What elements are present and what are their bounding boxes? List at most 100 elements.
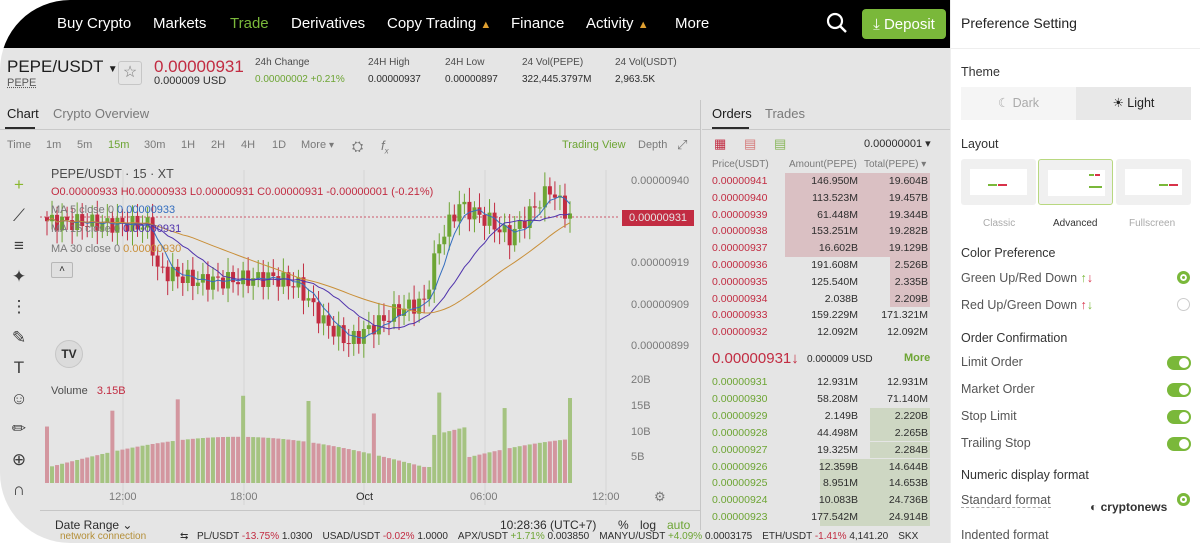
ruler-icon[interactable]: ✏ — [11, 419, 27, 438]
order-conf-toggle-limit-order[interactable] — [1167, 356, 1191, 370]
bid-row[interactable]: 0.00000923 177.542M 24.914B — [710, 509, 930, 526]
nav-buy-crypto[interactable]: Buy Crypto — [57, 15, 132, 32]
interval-4h[interactable]: 4H — [241, 139, 256, 151]
tab-orders[interactable]: Orders — [712, 106, 752, 121]
magnet-icon[interactable]: ∩ — [12, 480, 26, 499]
footer-ticker-item[interactable]: APX/USDT +1.71% 0.003850 — [458, 531, 589, 542]
green-up-radio[interactable] — [1177, 271, 1190, 284]
ask-row[interactable]: 0.00000939 61.448M 19.344B — [710, 206, 930, 224]
precision-select[interactable]: 0.00000001 ▾ — [864, 138, 931, 150]
trendline-icon[interactable]: ⟋ — [13, 205, 25, 225]
footer-ticker-item[interactable]: SKX — [898, 531, 918, 542]
ask-row[interactable]: 0.00000935 125.540M 2.335B — [710, 273, 930, 291]
horizontal-lines-icon[interactable]: ≡ — [14, 236, 24, 255]
brush-icon[interactable]: ✎ — [11, 327, 27, 347]
bid-row[interactable]: 0.00000930 58.208M 71.140M — [710, 391, 930, 408]
green-up-option[interactable]: Green Up/Red Down ↑↓ — [961, 271, 1093, 285]
footer-ticker-item[interactable]: MANYU/USDT +4.09% 0.0003175 — [599, 531, 752, 542]
interval-time[interactable]: Time — [7, 139, 32, 151]
bid-row[interactable]: 0.00000925 8.951M 14.653B — [710, 475, 930, 493]
footer-ticker-item[interactable]: ETH/USDT -1.41% 4,141.20 — [762, 531, 888, 542]
swap-icon[interactable]: ⇆ — [180, 531, 189, 542]
standard-format-radio[interactable] — [1177, 493, 1190, 506]
depth-button[interactable]: Depth — [638, 139, 668, 151]
deposit-button[interactable]: ⤓ Deposit — [862, 9, 946, 39]
tradingview-logo[interactable]: TV — [55, 340, 83, 368]
log-toggle[interactable]: log — [640, 518, 657, 532]
crosshair-icon[interactable]: + — [14, 175, 24, 194]
ask-row[interactable]: 0.00000940 113.523M 19.457B — [710, 189, 930, 207]
ask-row[interactable]: 0.00000934 2.038B 2.209B — [710, 290, 930, 308]
col-total[interactable]: Total(PEPE) ▾ — [864, 159, 927, 170]
bid-row[interactable]: 0.00000929 2.149B 2.220B — [710, 407, 930, 425]
nav-markets[interactable]: Markets — [153, 15, 207, 32]
layout-fullscreen-option[interactable] — [1116, 159, 1191, 205]
layout-advanced-option[interactable] — [1038, 159, 1113, 205]
nav-finance[interactable]: Finance — [511, 15, 565, 32]
nav-activity[interactable]: Activity ▲ — [586, 15, 649, 32]
red-up-option[interactable]: Red Up/Green Down ↑↓ — [961, 298, 1093, 312]
order-conf-toggle-market-order[interactable] — [1167, 383, 1191, 397]
interval-5m[interactable]: 5m — [77, 139, 93, 151]
ask-row[interactable]: 0.00000933 159.229M 171.321M — [710, 307, 930, 324]
settings-icon[interactable]: ⛭ — [352, 138, 364, 154]
both-sides-view-icon[interactable]: ▦ — [714, 136, 727, 151]
emoji-icon[interactable]: ☺ — [10, 388, 28, 408]
bid-row[interactable]: 0.00000931 12.931M 12.931M — [710, 374, 930, 391]
nav-derivatives[interactable]: Derivatives — [291, 15, 366, 32]
interval-1h[interactable]: 1H — [181, 139, 196, 151]
percent-toggle[interactable]: % — [618, 518, 629, 532]
zoom-in-icon[interactable]: ⊕ — [11, 449, 27, 469]
candle-body — [422, 298, 427, 300]
theme-dark-button[interactable]: ☾ Dark — [961, 87, 1076, 120]
expand-icon[interactable]: ⤢ — [677, 137, 688, 152]
nav-trade[interactable]: Trade — [230, 15, 269, 32]
ask-row[interactable]: 0.00000932 12.092M 12.092M — [710, 324, 930, 341]
time-settings-icon[interactable]: ⚙ — [654, 489, 666, 504]
ask-row[interactable]: 0.00000941 146.950M 19.604B — [710, 173, 930, 190]
bid-row[interactable]: 0.00000927 19.325M 2.284B — [710, 441, 930, 459]
tab-chart[interactable]: Chart — [7, 106, 39, 121]
bid-row[interactable]: 0.00000924 10.083B 24.736B — [710, 492, 930, 510]
pattern-icon[interactable]: ✦ — [11, 266, 27, 286]
ask-row[interactable]: 0.00000938 153.251M 19.282B — [710, 223, 930, 241]
interval-more[interactable]: More — [301, 139, 327, 151]
bids-view-icon[interactable]: ▤ — [774, 136, 787, 151]
layout-classic-option[interactable] — [961, 159, 1036, 205]
interval-30m[interactable]: 30m — [144, 139, 166, 151]
interval-15m[interactable]: 15m — [108, 139, 130, 151]
date-range-button[interactable]: Date Range ⌄ — [55, 518, 133, 532]
indented-format-option[interactable]: Indented format — [961, 528, 1049, 542]
nav-more[interactable]: More — [675, 15, 710, 32]
ask-row[interactable]: 0.00000936 191.608M 2.526B — [710, 257, 930, 274]
footer-ticker-item[interactable]: USAD/USDT -0.02% 1.0000 — [322, 531, 447, 542]
base-asset[interactable]: PEPE — [7, 77, 37, 89]
tab-crypto-overview[interactable]: Crypto Overview — [53, 106, 150, 121]
pair-selector[interactable]: PEPE/USDT ▼ — [7, 57, 118, 77]
fib-icon[interactable]: ⋮ — [10, 297, 28, 316]
order-conf-toggle-trailing-stop[interactable] — [1167, 437, 1191, 451]
indicators-icon[interactable]: fx — [381, 138, 389, 156]
text-icon[interactable]: T — [13, 358, 25, 377]
nav-copy-trading[interactable]: Copy Trading ▲ — [387, 15, 491, 32]
auto-toggle[interactable]: auto — [667, 518, 691, 532]
more-link[interactable]: More — [904, 352, 931, 364]
interval-1m[interactable]: 1m — [46, 139, 62, 151]
bid-row[interactable]: 0.00000928 44.498M 2.265B — [710, 424, 930, 442]
red-up-radio[interactable] — [1177, 298, 1190, 311]
tab-trades[interactable]: Trades — [765, 106, 805, 121]
footer-ticker-item[interactable]: PL/USDT -13.75% 1.0300 — [197, 531, 312, 542]
order-conf-toggle-stop-limit[interactable] — [1167, 410, 1191, 424]
bid-row[interactable]: 0.00000926 12.359B 14.644B — [710, 458, 930, 476]
theme-light-button[interactable]: ☀ Light — [1076, 87, 1191, 120]
ask-row[interactable]: 0.00000937 16.602B 19.129B — [710, 240, 930, 257]
interval-1d[interactable]: 1D — [272, 139, 287, 151]
search-icon[interactable] — [826, 12, 848, 34]
candlestick-chart[interactable] — [0, 160, 700, 520]
trading-view-button[interactable]: Trading View — [562, 139, 626, 151]
asks-view-icon[interactable]: ▤ — [744, 136, 757, 151]
standard-format-option[interactable]: Standard format — [961, 493, 1051, 508]
interval-2h[interactable]: 2H — [211, 139, 226, 151]
collapse-legend-button[interactable]: ˄ — [51, 262, 73, 278]
favorite-star-icon[interactable]: ☆ — [118, 61, 142, 85]
